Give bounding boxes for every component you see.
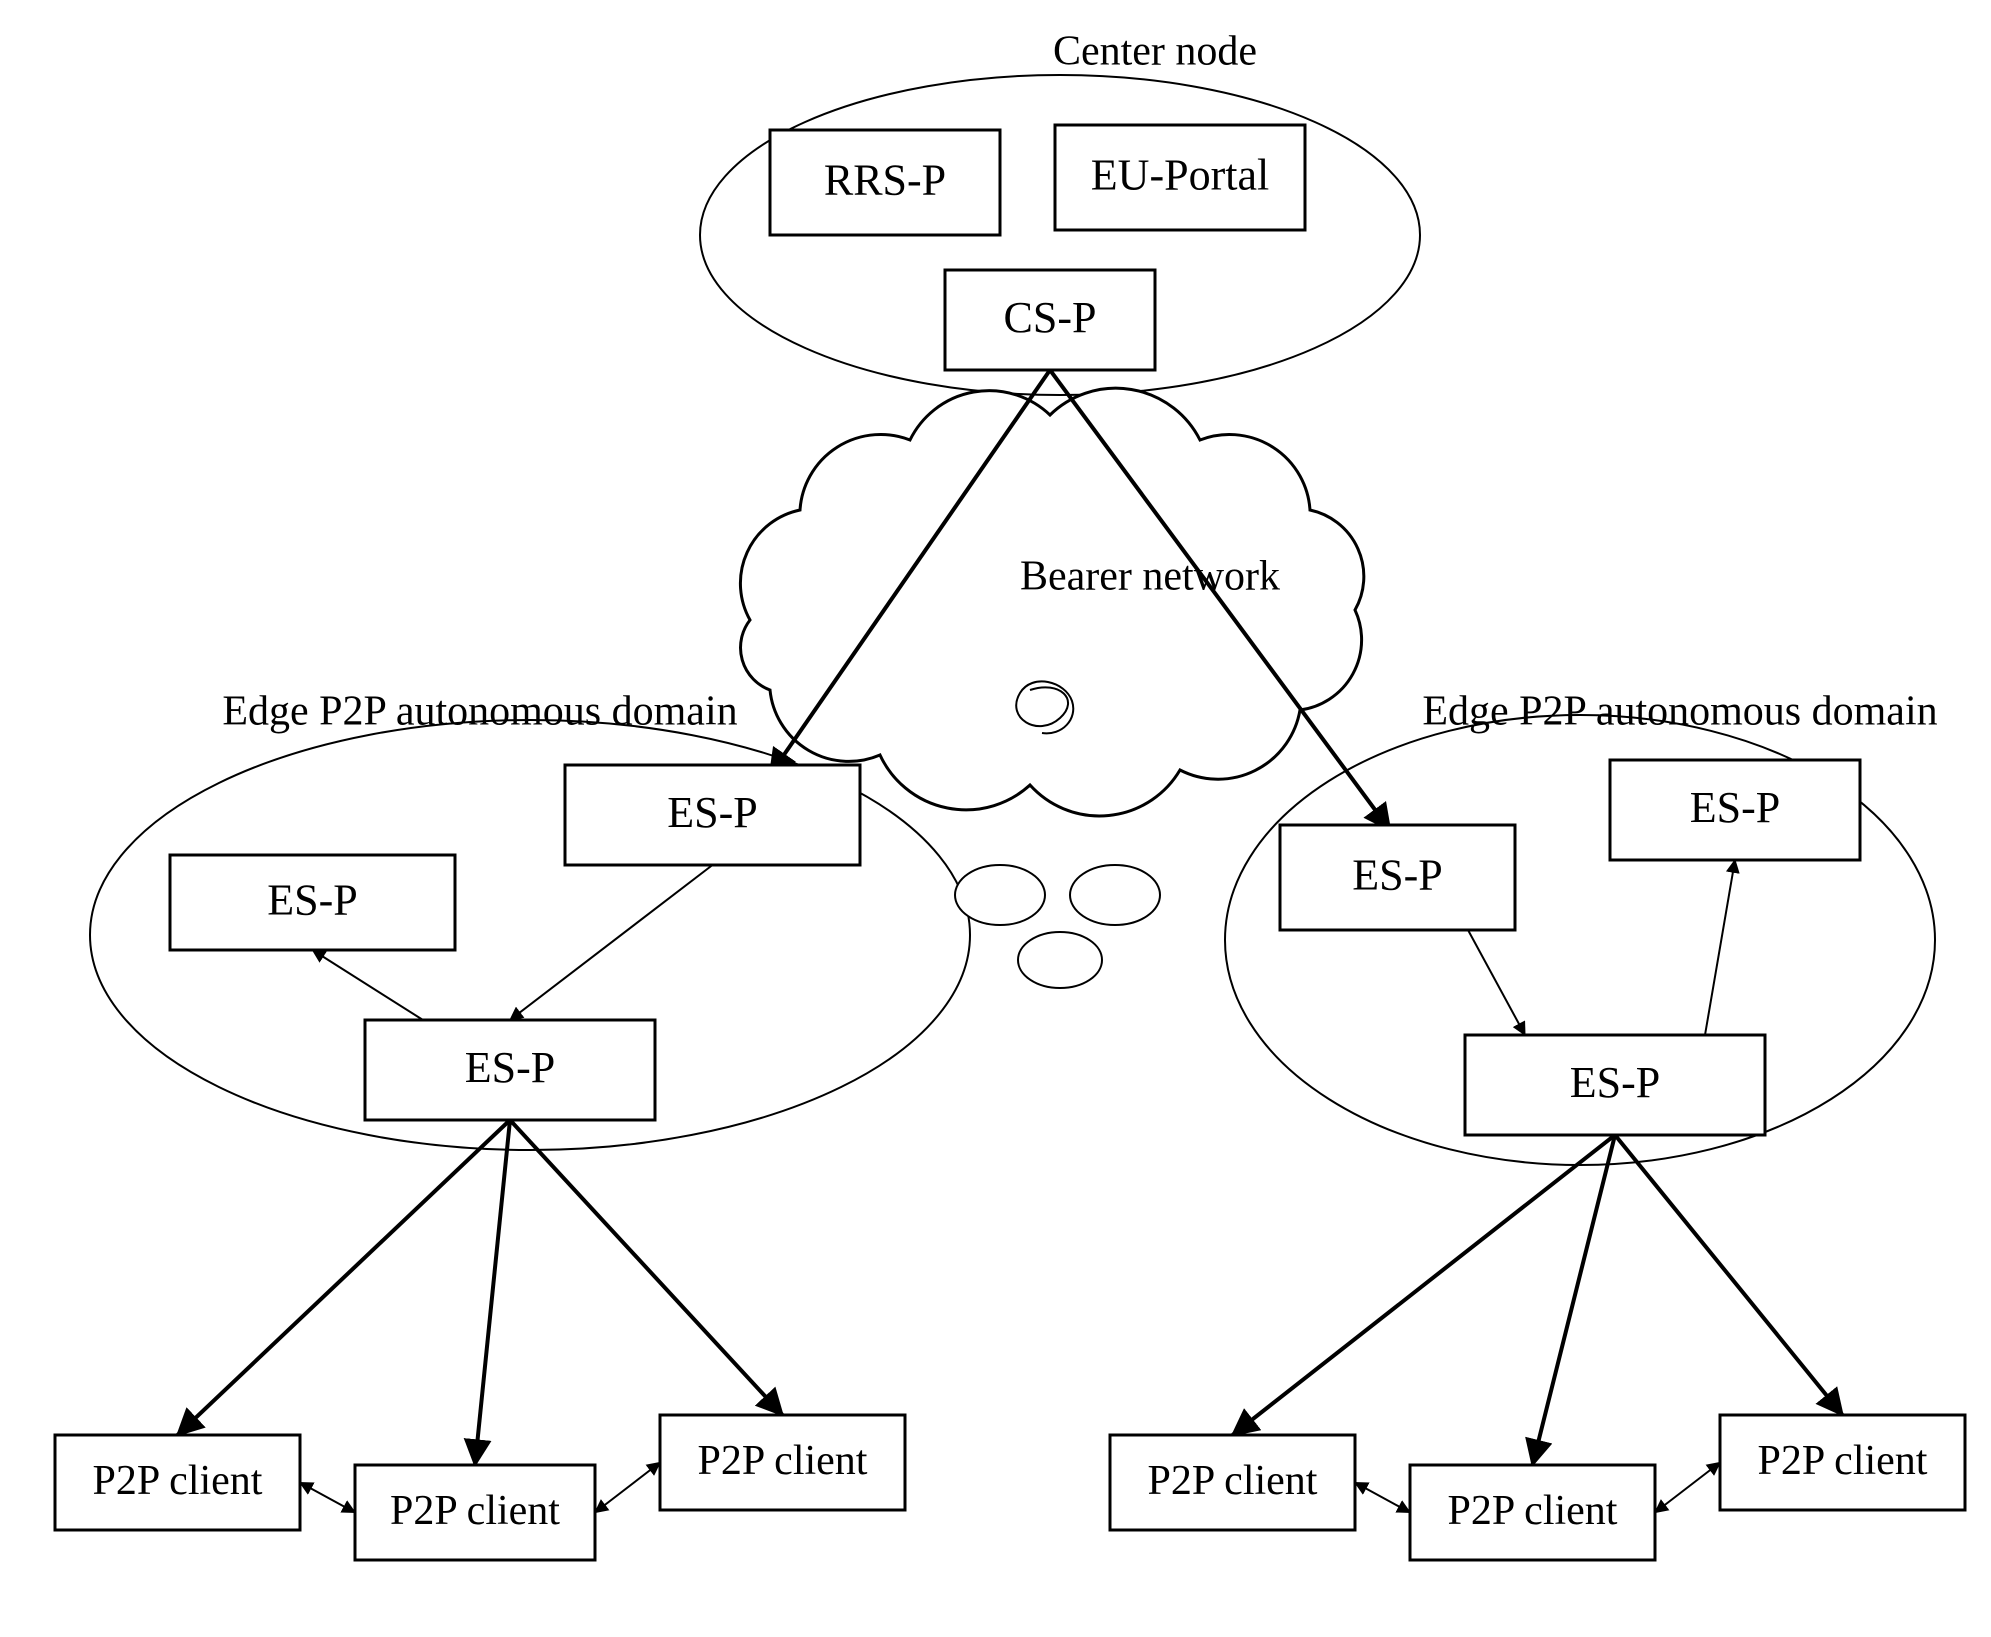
node-label-rrs-p: RRS-P: [824, 156, 946, 205]
node-label-p2p-r3: P2P client: [1758, 1438, 1928, 1484]
node-label-esp-r-left: ES-P: [1352, 851, 1442, 900]
edge-7: [475, 1120, 510, 1465]
node-label-esp-l-top: ES-P: [667, 788, 757, 837]
node-esp-l-left: ES-P: [170, 855, 455, 950]
node-p2p-l2: P2P client: [355, 1465, 595, 1560]
edge-13: [595, 1463, 660, 1513]
label-edge-domain-left: Edge P2P autonomous domain: [222, 689, 737, 735]
ellipsis-oval-2: [1070, 865, 1160, 925]
node-label-esp-r-bot: ES-P: [1570, 1058, 1660, 1107]
edge-11: [1615, 1135, 1843, 1415]
edge-4: [1468, 930, 1525, 1035]
node-label-esp-l-bot: ES-P: [465, 1043, 555, 1092]
node-p2p-r1: P2P client: [1110, 1435, 1355, 1530]
edge-9: [1233, 1135, 1616, 1435]
node-esp-r-top: ES-P: [1610, 760, 1860, 860]
edge-8: [510, 1120, 783, 1415]
edge-5: [1705, 860, 1735, 1035]
edge-2: [510, 865, 713, 1020]
bearer-network-cloud: [740, 388, 1363, 816]
node-label-eu-portal: EU-Portal: [1091, 151, 1269, 200]
node-p2p-r3: P2P client: [1720, 1415, 1965, 1510]
node-label-esp-r-top: ES-P: [1690, 783, 1780, 832]
node-esp-l-bot: ES-P: [365, 1020, 655, 1120]
node-label-esp-l-left: ES-P: [267, 876, 357, 925]
label-edge-domain-right: Edge P2P autonomous domain: [1422, 689, 1937, 735]
node-label-p2p-r1: P2P client: [1148, 1458, 1318, 1504]
node-cs-p: CS-P: [945, 270, 1155, 370]
node-rrs-p: RRS-P: [770, 130, 1000, 235]
label-bearer-network: Bearer network: [1020, 554, 1280, 600]
node-p2p-l1: P2P client: [55, 1435, 300, 1530]
node-esp-r-bot: ES-P: [1465, 1035, 1765, 1135]
node-esp-r-left: ES-P: [1280, 825, 1515, 930]
node-label-cs-p: CS-P: [1004, 293, 1097, 342]
node-label-p2p-l2: P2P client: [390, 1488, 560, 1534]
ellipsis-oval-1: [955, 865, 1045, 925]
edge-6: [178, 1120, 511, 1435]
node-eu-portal: EU-Portal: [1055, 125, 1305, 230]
node-label-p2p-l1: P2P client: [93, 1458, 263, 1504]
node-p2p-l3: P2P client: [660, 1415, 905, 1510]
edge-15: [1655, 1463, 1720, 1513]
node-label-p2p-r2: P2P client: [1448, 1488, 1618, 1534]
edge-10: [1533, 1135, 1616, 1465]
edge-12: [300, 1483, 355, 1513]
edge-3: [313, 950, 424, 1020]
edge-14: [1355, 1483, 1410, 1513]
node-label-p2p-l3: P2P client: [698, 1438, 868, 1484]
ellipsis-oval-3: [1018, 932, 1102, 988]
node-p2p-r2: P2P client: [1410, 1465, 1655, 1560]
label-center-title: Center node: [1053, 29, 1257, 75]
diagram-canvas: RRS-P EU-Portal CS-P ES-P ES-P ES-P ES-P ES-P ES…: [0, 0, 1991, 1637]
node-esp-l-top: ES-P: [565, 765, 860, 865]
